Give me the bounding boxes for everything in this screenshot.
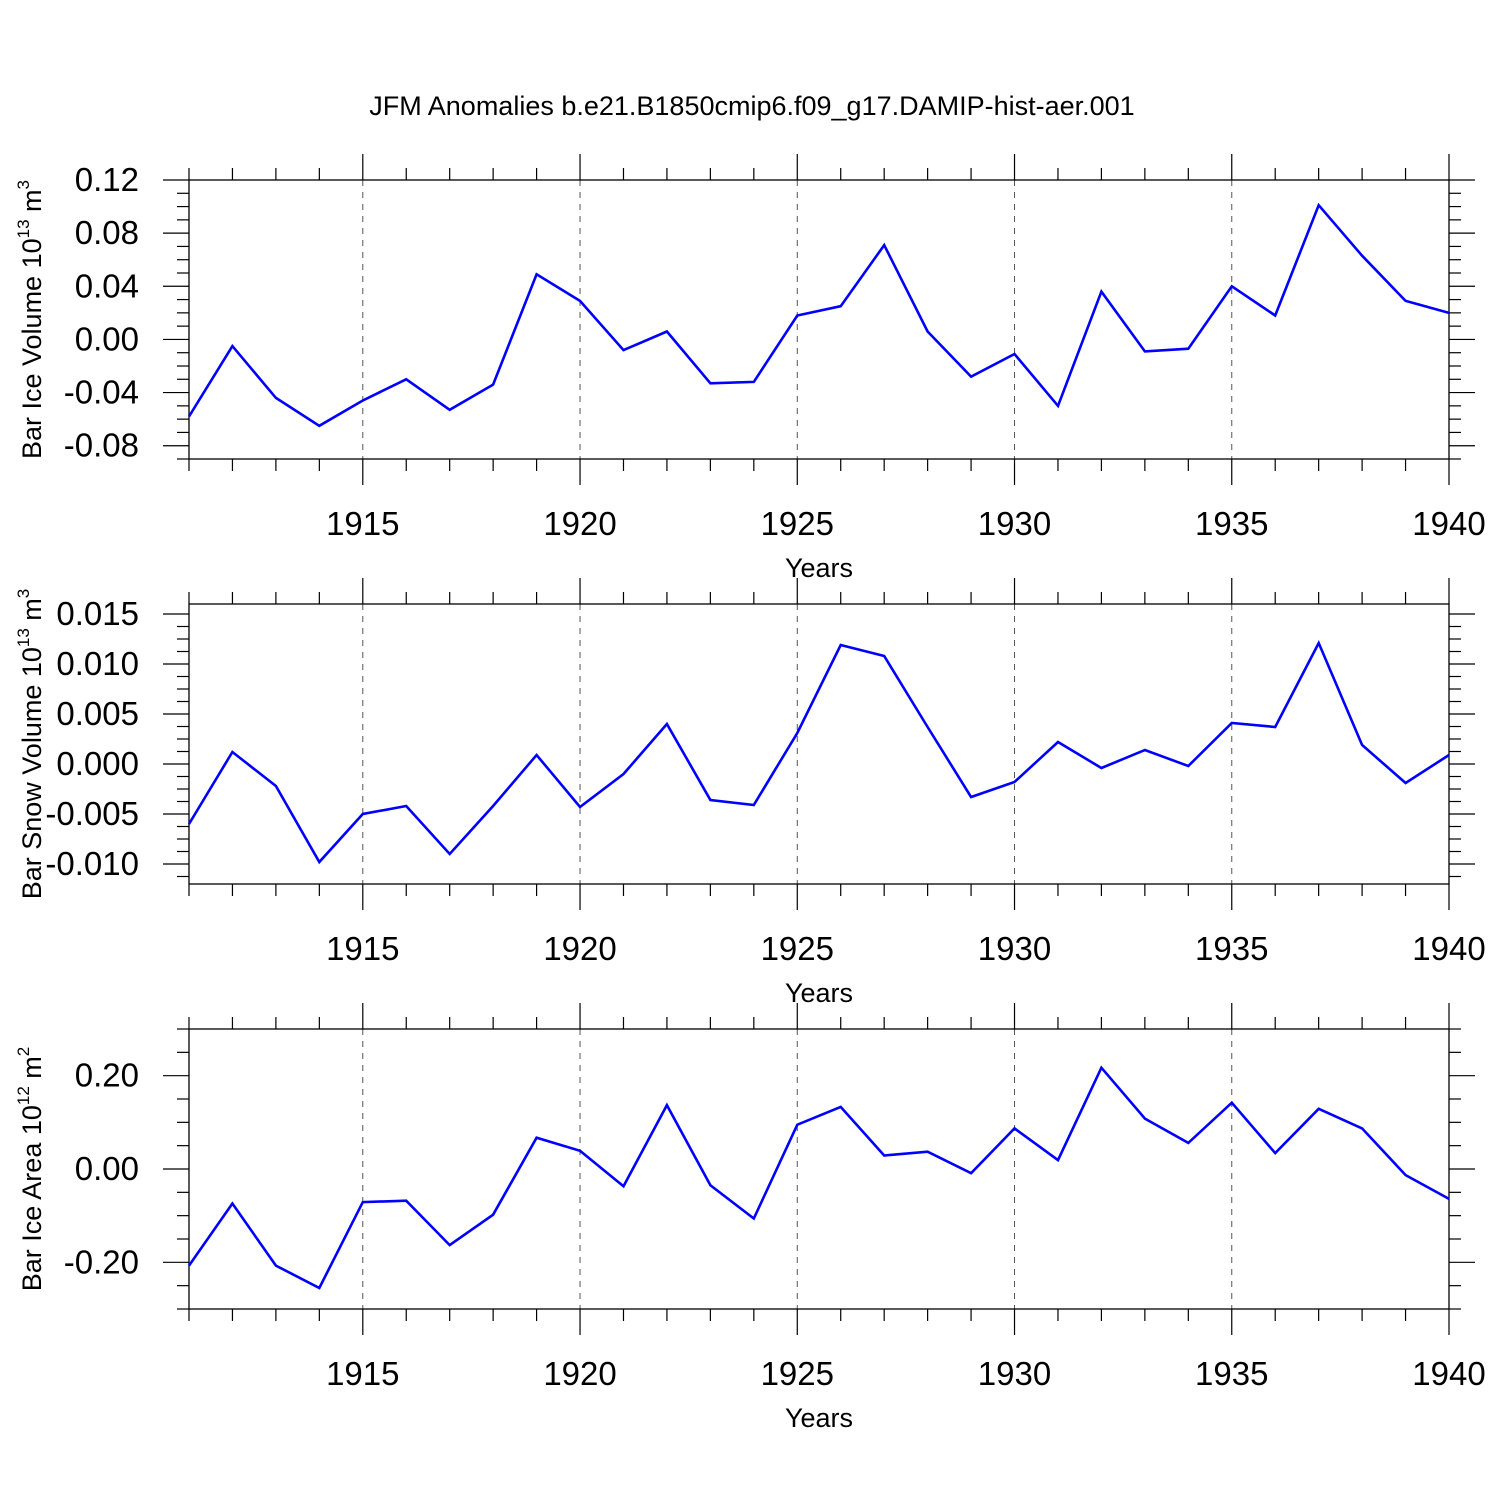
x-axis-title: Years <box>785 978 853 1008</box>
x-tick-label: 1930 <box>978 1355 1051 1392</box>
panels: 0.12 0.08 0.04 0.00 -0.04 -0.08 1915 1920 1925 19… <box>14 154 1486 1433</box>
y-tick-label: 0.010 <box>56 645 139 682</box>
x-tick-label: 1925 <box>761 1355 834 1392</box>
y-tick-label: -0.005 <box>45 795 139 832</box>
y-tick-label: 0.015 <box>56 595 139 632</box>
x-tick-label: 1935 <box>1195 505 1268 542</box>
series-line <box>187 202 1450 428</box>
x-tick-label: 1920 <box>543 930 616 967</box>
y-axis-title-part: Bar Ice Area 10 <box>17 1105 47 1291</box>
y-tick-label: -0.04 <box>64 374 139 411</box>
y-axis-title: Bar Snow Volume 1013 m3 <box>14 589 47 900</box>
x-tick-label: 1940 <box>1412 930 1485 967</box>
x-tick-label: 1925 <box>761 505 834 542</box>
y-tick-label: 0.00 <box>75 320 139 357</box>
x-tick-label: 1915 <box>326 1355 399 1392</box>
y-tick-label: -0.20 <box>64 1243 139 1280</box>
plot-frame <box>188 179 1450 460</box>
x-tick-label: 1940 <box>1412 505 1485 542</box>
x-tick-label: 1935 <box>1195 1355 1268 1392</box>
y-tick-label: 0.005 <box>56 695 139 732</box>
y-axis-title-superscript: 13 <box>14 219 33 238</box>
y-tick-label: -0.010 <box>45 845 139 882</box>
y-tick-label: -0.08 <box>64 427 139 464</box>
y-axis-title-part: m <box>17 598 47 628</box>
x-tick-label: 1920 <box>543 505 616 542</box>
y-axis-title-superscript: 2 <box>14 1047 33 1056</box>
y-axis-title-superscript: 12 <box>14 1086 33 1105</box>
y-axis-title-part: Bar Ice Volume 10 <box>17 238 47 459</box>
y-tick-label: 0.00 <box>75 1150 139 1187</box>
panel-1: 0.12 0.08 0.04 0.00 -0.04 -0.08 1915 1920 1925 19… <box>14 154 1486 583</box>
series-line <box>187 1065 1450 1290</box>
x-tick-label: 1915 <box>326 505 399 542</box>
figure-title: JFM Anomalies b.e21.B1850cmip6.f09_g17.D… <box>369 91 1134 121</box>
x-tick-label: 1925 <box>761 930 834 967</box>
y-axis-title: Bar Ice Area 1012 m2 <box>14 1047 47 1292</box>
y-axis-title: Bar Ice Volume 1013 m3 <box>14 180 47 459</box>
y-axis-title-part: m <box>17 189 47 219</box>
y-axis-title-part: m <box>17 1056 47 1086</box>
panel-3: 0.20 0.00 -0.20 1915 1920 1925 1930 1935 1940 Yea… <box>14 1003 1486 1433</box>
x-axis-title: Years <box>785 1403 853 1433</box>
x-tick-label: 1930 <box>978 930 1051 967</box>
y-tick-label: 0.08 <box>75 214 139 251</box>
panel-2: 0.015 0.010 0.005 0.000 -0.005 -0.010 1915 1920… <box>14 578 1486 1008</box>
y-axis-title-superscript: 3 <box>14 180 33 189</box>
plot-frame <box>188 603 1450 885</box>
plot-frame <box>188 1028 1450 1310</box>
y-axis-title-part: Bar Snow Volume 10 <box>17 647 47 899</box>
x-tick-label: 1940 <box>1412 1355 1485 1392</box>
x-tick-label: 1930 <box>978 505 1051 542</box>
y-tick-label: 0.04 <box>75 267 139 304</box>
y-tick-label: 0.000 <box>56 745 139 782</box>
series-line <box>187 639 1450 865</box>
x-tick-label: 1920 <box>543 1355 616 1392</box>
y-tick-label: 0.12 <box>75 161 139 198</box>
x-tick-label: 1935 <box>1195 930 1268 967</box>
x-tick-label: 1915 <box>326 930 399 967</box>
x-axis-title: Years <box>785 553 853 583</box>
y-tick-label: 0.20 <box>75 1057 139 1094</box>
y-axis-title-superscript: 3 <box>14 589 33 598</box>
y-axis-title-superscript: 13 <box>14 628 33 647</box>
